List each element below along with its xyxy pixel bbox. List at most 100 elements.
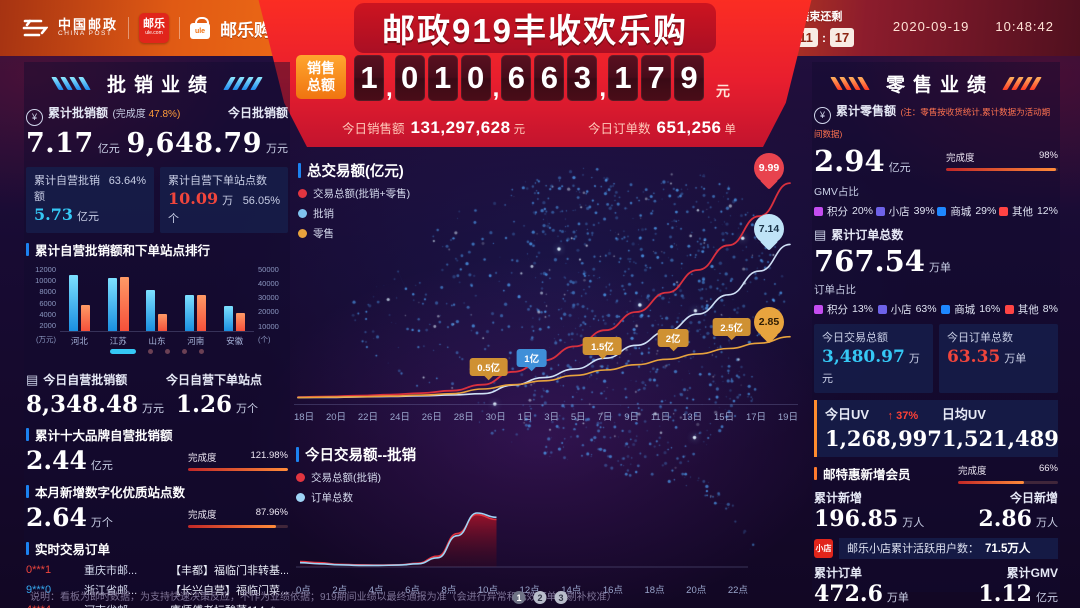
- axis-label: 3日: [544, 412, 560, 423]
- brand-title: 累计十大品牌自营批销额: [26, 425, 288, 444]
- china-post-emblem-icon: [22, 19, 48, 37]
- order-list-icon: ▤: [814, 226, 827, 242]
- chart-pager-dot[interactable]: [165, 349, 171, 354]
- province-rank-chart: 12000 10000 8000 6000 4000 2000 (万元) 50000 4000…: [26, 265, 288, 361]
- flip-digit: 6: [501, 55, 532, 101]
- axis-label: 4点: [368, 585, 384, 596]
- axis-label: 10点: [477, 585, 498, 596]
- legend-item-today-trade[interactable]: 交易总额(批销): [296, 470, 766, 485]
- flip-digit: 1: [427, 55, 458, 101]
- today-uv-label: 今日UV: [825, 406, 870, 422]
- legend-item-total[interactable]: 交易总额(批销+零售): [298, 186, 410, 201]
- axis-label: 安徽: [226, 335, 244, 346]
- axis-label: 山东: [148, 335, 166, 346]
- axis-label: 16点: [602, 585, 623, 596]
- legend-dot: [298, 209, 307, 218]
- axis-label: 19日: [777, 412, 798, 423]
- milestone-chip: 1亿: [516, 349, 548, 372]
- countdown-seconds: 17: [830, 28, 855, 47]
- today-self-value: 8,348.48: [26, 390, 139, 418]
- cum-retail-value: 2.94: [814, 143, 885, 178]
- axis-label: 18点: [644, 585, 665, 596]
- axis-label: 河北: [70, 335, 88, 346]
- legend-item-wholesale[interactable]: 批销: [298, 206, 410, 221]
- wholesale-panel: 批销业绩 ¥ 累计批销额 (完成度 47.8%) 今日批销额 7.17 亿元 9,6…: [24, 62, 290, 608]
- axis-label: 9日: [624, 412, 639, 423]
- digital-progress: 完成度 87.96%: [188, 507, 288, 528]
- flip-digit: 1: [354, 55, 384, 101]
- self-sites-value: 10.09: [168, 188, 219, 208]
- end-value-pin: 7.14: [754, 214, 784, 252]
- decor-slashes: [223, 76, 263, 90]
- bar: [146, 289, 156, 331]
- bar: [236, 313, 246, 331]
- bar: [197, 294, 207, 331]
- bar: [119, 277, 129, 331]
- ule-logo-icon: 邮乐 ule.com: [139, 13, 170, 43]
- today-wholesale-label: 今日批销额: [227, 106, 288, 120]
- bar-group: [224, 265, 246, 331]
- avg-uv-value: 1,521,489: [941, 425, 1059, 451]
- bar: [224, 306, 234, 331]
- milestone-chip: 1.5亿: [583, 337, 622, 360]
- order-ratio-label: 订单占比: [814, 283, 856, 296]
- bar-categories: 河北 江苏 山东 河南 安徽: [60, 335, 254, 347]
- order-row: 0***1 重庆市邮... 【丰都】福临门非转基...: [26, 563, 288, 577]
- bar: [107, 277, 117, 331]
- self-sites-box: 累计自营下单站点数 10.09 万个 56.05%: [160, 166, 288, 233]
- order-ratio-bar: [863, 286, 1058, 293]
- axis-label: 5日: [570, 412, 586, 423]
- gmv-legend: 积分 20% 小店 39% 商城 29% 其他 12%: [814, 204, 1058, 219]
- page-dot-2[interactable]: 2: [533, 591, 547, 604]
- page-dot-1[interactable]: 1: [512, 591, 526, 604]
- order-row: 9***0 浙江省邮... 【长兴自营】福临门菜...: [26, 583, 288, 597]
- today-self-label: 今日自营批销额: [43, 372, 128, 387]
- axis-label: 15日: [714, 412, 735, 423]
- flip-digit: 0: [394, 55, 425, 101]
- chart-pager-dot[interactable]: [182, 349, 188, 354]
- today-orders-label: 今日订单数: [588, 122, 651, 136]
- axis-label: 26日: [421, 412, 442, 423]
- store-active-value: 71.5万人: [985, 543, 1031, 555]
- members-title: 邮特惠新增会员: [814, 464, 911, 483]
- chart-pager-dot[interactable]: [199, 349, 205, 354]
- wholesale-panel-title: 批销业绩: [106, 74, 215, 96]
- cumulative-trade-chart: 0.5亿 1亿 1.5亿 2亿 2.5亿 9.99 7.14 2.85: [294, 153, 798, 404]
- today-chart-title: 今日交易额--批销: [296, 444, 766, 465]
- divider: [179, 17, 181, 39]
- today-trade-chart-block: 今日交易额--批销 交易总额(批销) 订单总数 0点 2点 4点 6点 8点 10点 12点…: [296, 444, 766, 596]
- page-dot-3[interactable]: 3: [554, 591, 568, 604]
- axis-label: 13日: [682, 412, 703, 423]
- date-label: 2020-09-19: [892, 19, 970, 34]
- axis-label: 河南: [187, 335, 205, 346]
- china-post-wordmark: 中国邮政 CHINA POST: [58, 17, 119, 38]
- members-cum-value: 196.85: [814, 505, 899, 532]
- brand-value: 2.44: [26, 445, 87, 475]
- bar-group: [68, 265, 90, 331]
- bar-group: [185, 265, 207, 331]
- total-unit: 元: [716, 83, 731, 99]
- self-wholesale-box: 累计自营批销额 63.64% 5.73 亿元: [26, 166, 154, 233]
- footer-note: 说明：看板为即时数据，为支持快速决策反应，不作为业绩依据；919期间业绩以最终通…: [30, 592, 617, 603]
- axis-label: 6点: [405, 585, 420, 596]
- chart-pager-pill[interactable]: [110, 349, 137, 354]
- logo-group: 中国邮政 CHINA POST 邮乐 ule.com ule 邮乐购: [22, 9, 271, 47]
- cum-wholesale-value: 7.17: [26, 127, 94, 159]
- digit-separator: ,: [599, 75, 607, 102]
- chart-pager-dot[interactable]: [148, 349, 154, 354]
- today-wholesale-value: 9,648.79: [126, 127, 262, 159]
- bar-plot: [60, 265, 254, 332]
- flip-digit: 3: [567, 55, 598, 101]
- retail-panel: 零售业绩 ¥ 累计零售额 (注：零售按收货统计,累计数据为活动期间数据) 2.94…: [812, 62, 1060, 607]
- rank-chart-title: 累计自营批销额和下单站点排行: [26, 240, 288, 259]
- axis-label: 20点: [686, 585, 707, 596]
- milestone-chip: 0.5亿: [469, 357, 508, 380]
- axis-label: 28日: [453, 412, 474, 423]
- legend-item-retail[interactable]: 零售: [298, 226, 410, 241]
- store-orders-label: 累计订单: [814, 565, 863, 580]
- yen-circle-icon: ¥: [26, 108, 43, 126]
- legend-item-today-orders[interactable]: 订单总数: [296, 490, 766, 505]
- self-wholesale-value: 5.73: [34, 204, 73, 224]
